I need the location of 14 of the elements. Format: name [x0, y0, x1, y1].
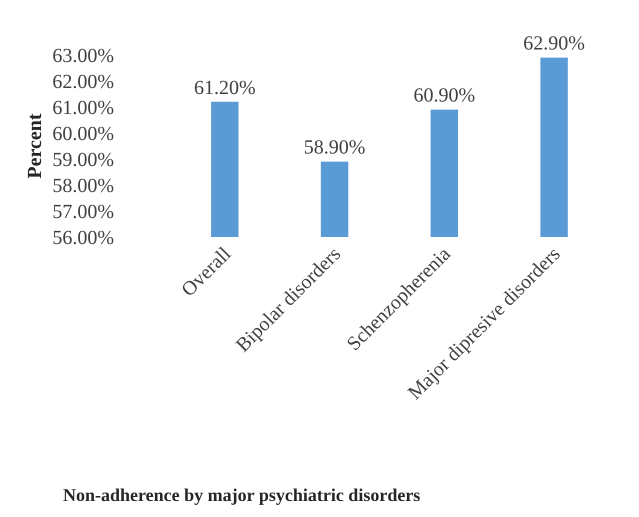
data-label: 62.90%: [523, 32, 585, 55]
y-tick-label: 59.00%: [52, 149, 114, 171]
y-tick-label: 60.00%: [52, 123, 114, 145]
y-tick-label: 56.00%: [52, 227, 114, 249]
text: Non-adherence by major psychiatric disorders: [63, 485, 420, 505]
y-tick-label: 63.00%: [52, 45, 114, 67]
data-label: 58.90%: [304, 136, 366, 159]
y-tick-label: 57.00%: [52, 201, 114, 223]
y-tick-label: 62.00%: [52, 71, 114, 93]
y-axis-title: Percent: [24, 113, 46, 179]
y-tick-label: 58.00%: [52, 175, 114, 197]
data-label: 60.90%: [414, 84, 476, 107]
data-label: 61.20%: [194, 76, 256, 99]
y-tick-label: 61.00%: [52, 97, 114, 119]
